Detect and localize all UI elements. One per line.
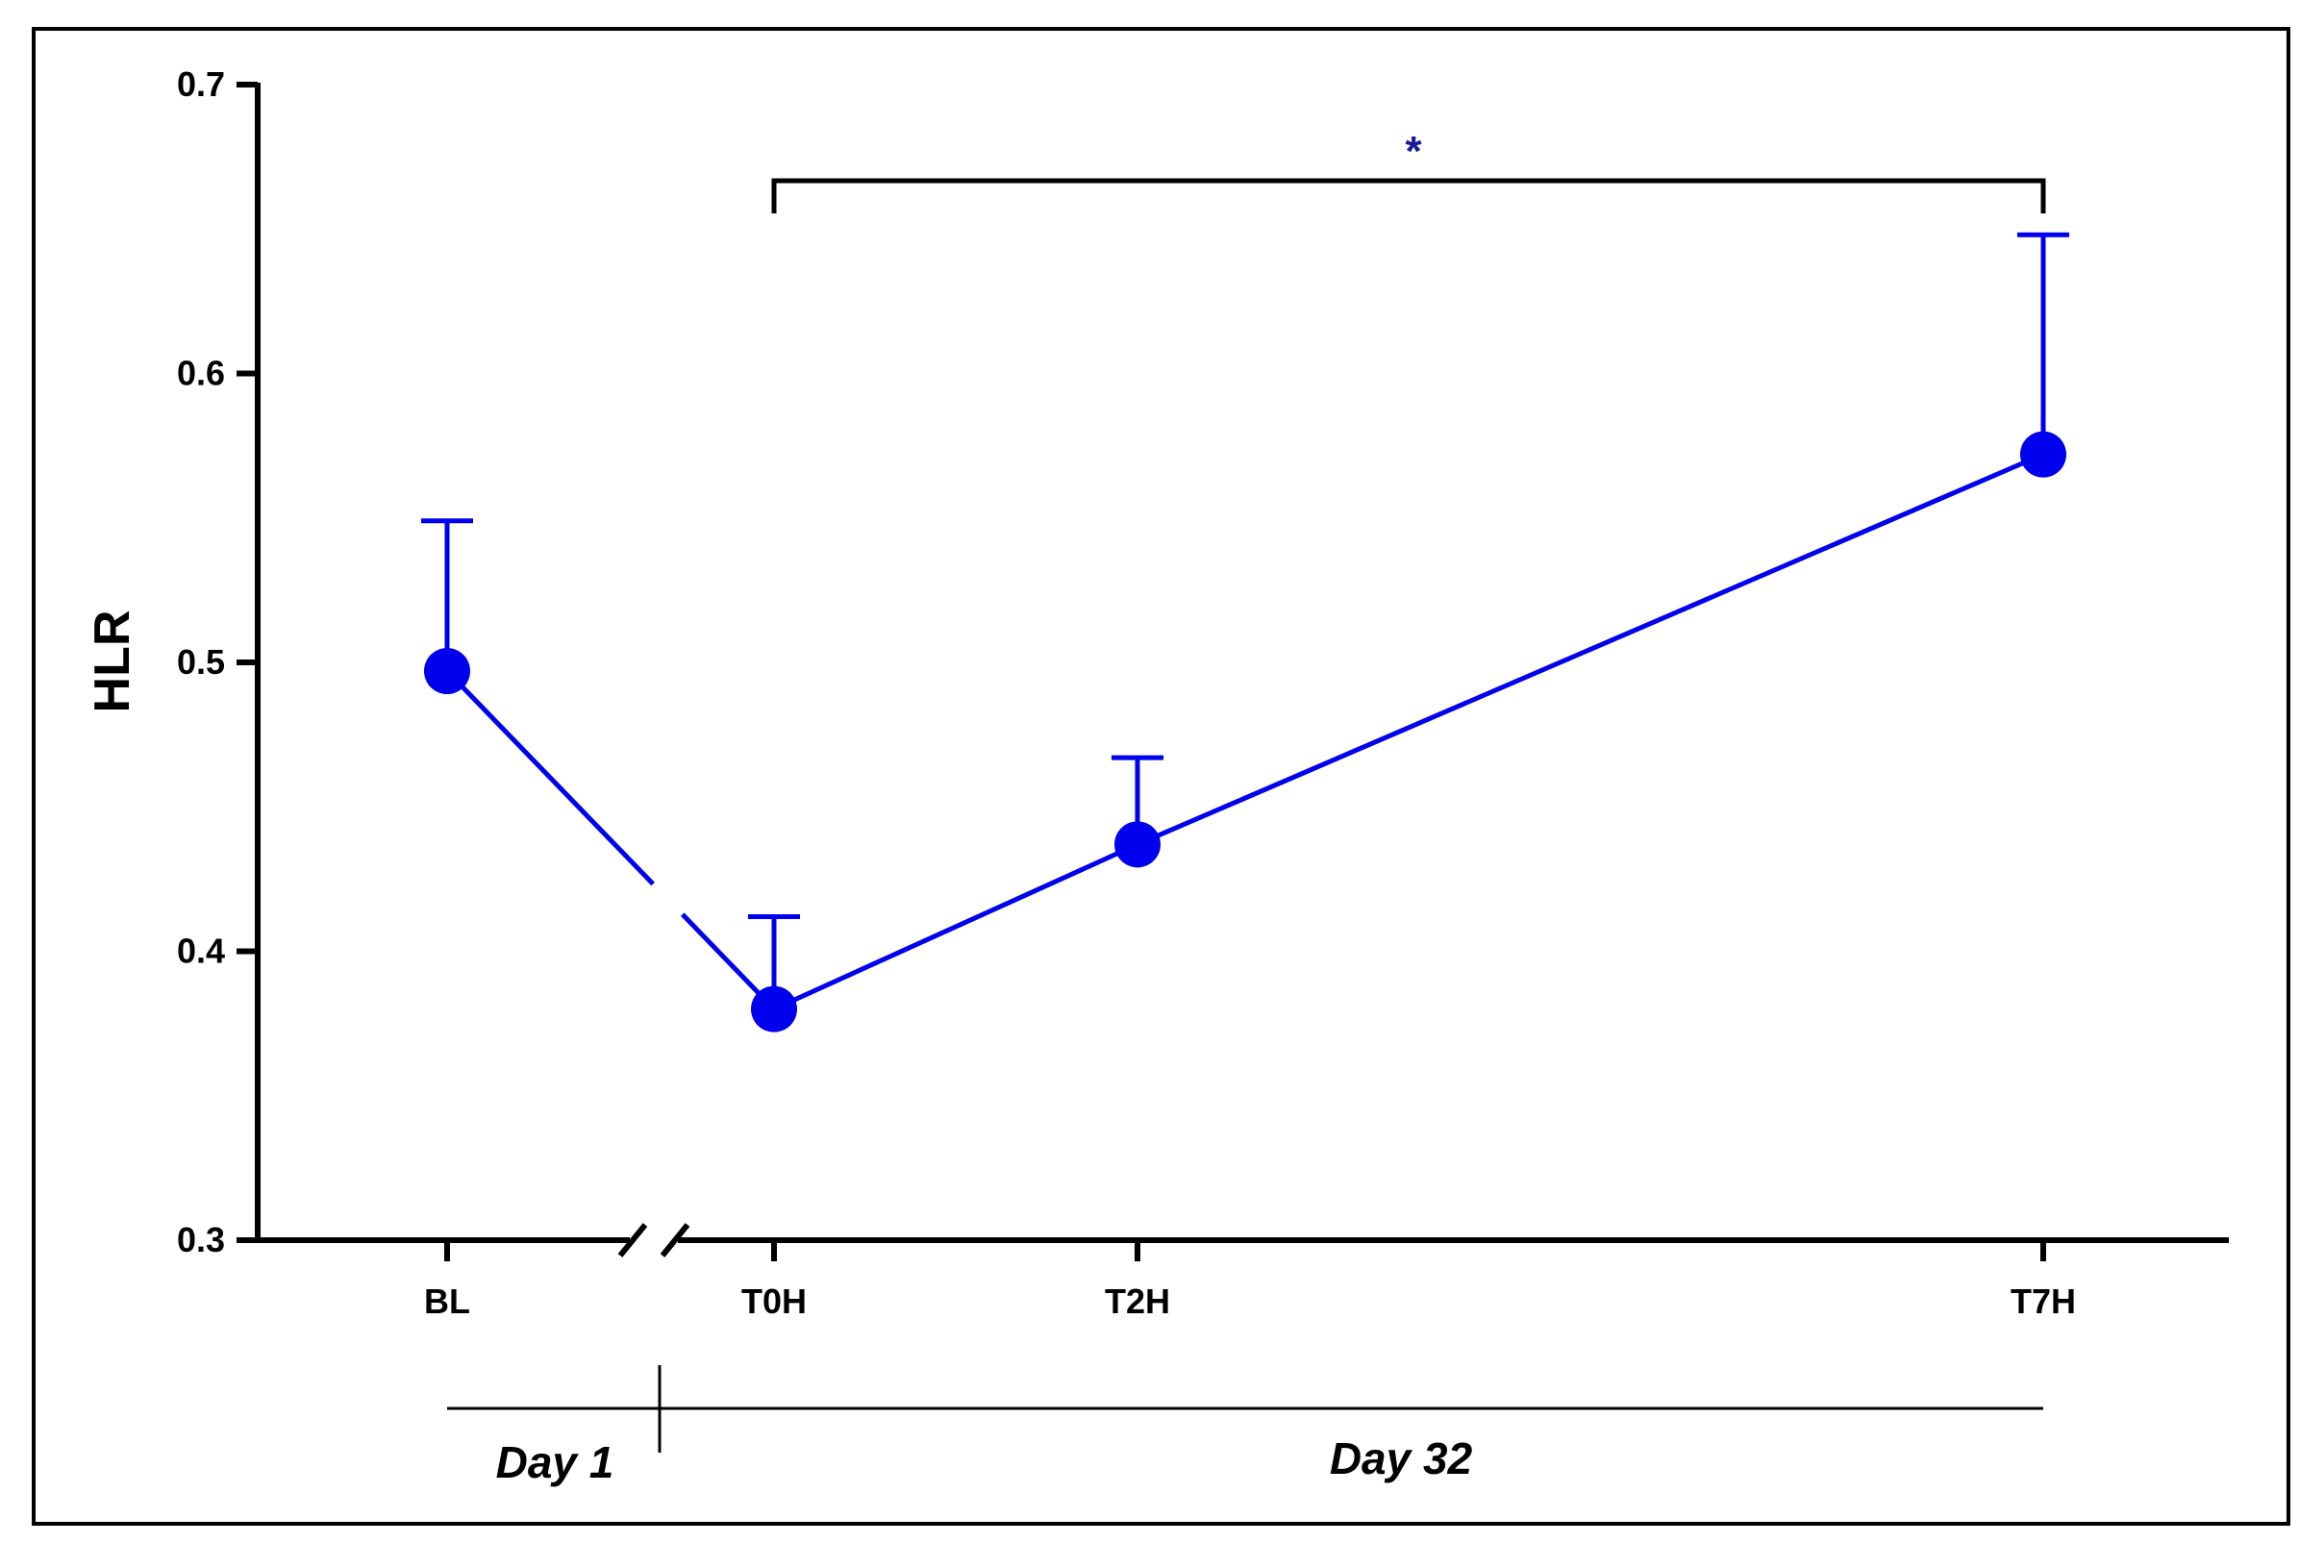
y-tick-label: 0.3	[177, 1220, 225, 1259]
figure-border	[32, 27, 2290, 1526]
period-timeline: Day 1 Day 32	[447, 1365, 2043, 1487]
y-tick-label: 0.7	[177, 64, 225, 104]
data-point	[751, 985, 797, 1033]
period-label: Day 1	[496, 1437, 614, 1487]
y-tick-label: 0.5	[177, 642, 225, 682]
axis-break-mark	[660, 1223, 690, 1257]
line-segment	[445, 669, 655, 886]
bracket-line	[771, 178, 2046, 213]
data-point	[1114, 821, 1161, 868]
axis-break-mark	[617, 1223, 648, 1257]
y-tick-label: 0.4	[177, 932, 225, 971]
line-segment	[772, 842, 1139, 1011]
y-axis: 0.3 0.4 0.5 0.6 0.7	[177, 64, 261, 1259]
data-point	[2020, 431, 2066, 478]
x-tick-label: T2H	[1105, 1282, 1170, 1321]
significance-bracket: *	[771, 128, 2046, 213]
period-label: Day 32	[1330, 1433, 1473, 1483]
x-tick-label: T7H	[2011, 1282, 2076, 1321]
x-tick-label: BL	[424, 1282, 470, 1321]
x-tick-label: T0H	[741, 1282, 807, 1321]
data-points	[424, 431, 2066, 1033]
data-point	[424, 648, 470, 695]
significance-star: *	[1405, 128, 1422, 175]
line-segment	[1137, 452, 2044, 847]
x-axis: BL T0H T2H T7H	[258, 1223, 2229, 1321]
y-tick-label: 0.6	[177, 354, 225, 393]
series-line	[445, 452, 2044, 1011]
y-axis-title: HLR	[85, 610, 140, 713]
